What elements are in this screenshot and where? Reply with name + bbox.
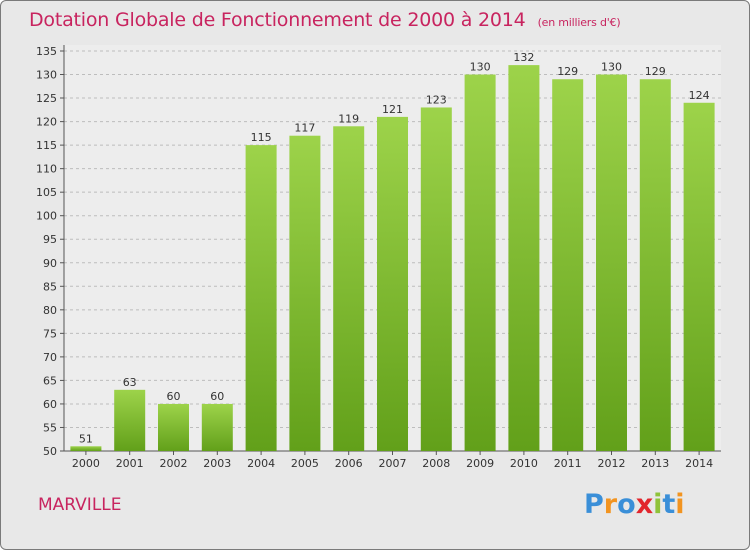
- brand-letter: i: [653, 489, 663, 520]
- bar: [158, 403, 189, 451]
- chart-title: Dotation Globale de Fonctionnement de 20…: [29, 9, 621, 31]
- data-label: 63: [123, 376, 137, 389]
- y-tick-label: 90: [43, 257, 57, 270]
- x-tick-label: 2005: [291, 457, 319, 470]
- y-tick-label: 75: [43, 327, 57, 340]
- proxiti-logo: Proxiti: [584, 489, 685, 520]
- x-tick-label: 2011: [554, 457, 582, 470]
- y-tick-label: 70: [43, 351, 57, 364]
- y-tick-label: 135: [36, 45, 57, 58]
- data-label: 123: [426, 93, 447, 106]
- bar: [639, 79, 671, 451]
- bar: [289, 135, 321, 452]
- bar: [201, 403, 233, 451]
- bar: [70, 446, 102, 451]
- x-tick-label: 2000: [72, 457, 100, 470]
- y-tick-label: 105: [36, 186, 57, 199]
- y-tick-label: 95: [43, 233, 57, 246]
- x-tick-label: 2004: [247, 457, 275, 470]
- data-label: 117: [294, 122, 315, 135]
- data-label: 124: [689, 89, 710, 102]
- commune-name: MARVILLE: [38, 495, 122, 515]
- data-label: 60: [167, 390, 181, 403]
- y-tick-label: 110: [36, 163, 57, 176]
- brand-letter: i: [675, 489, 685, 520]
- x-tick-label: 2006: [335, 457, 363, 470]
- y-tick-label: 115: [36, 139, 57, 152]
- brand-letter: x: [635, 489, 654, 520]
- y-tick-label: 60: [43, 398, 57, 411]
- brand-letter: P: [584, 489, 604, 520]
- y-tick-label: 80: [43, 304, 57, 317]
- data-label: 132: [513, 51, 534, 64]
- x-tick-label: 2008: [422, 457, 450, 470]
- data-label: 119: [338, 112, 359, 125]
- y-tick-label: 125: [36, 92, 57, 105]
- x-tick-label: 2013: [641, 457, 669, 470]
- data-label: 121: [382, 103, 403, 116]
- bar: [508, 65, 540, 451]
- bar: [683, 102, 715, 451]
- x-tick-label: 2001: [116, 457, 144, 470]
- data-label: 51: [79, 432, 93, 445]
- data-label: 115: [251, 131, 272, 144]
- x-tick-label: 2003: [203, 457, 231, 470]
- x-tick-label: 2010: [510, 457, 538, 470]
- bar: [552, 79, 584, 451]
- data-label: 129: [645, 65, 666, 78]
- bar: [377, 116, 408, 451]
- x-tick-label: 2002: [160, 457, 188, 470]
- y-tick-label: 55: [43, 421, 57, 434]
- y-tick-label: 130: [36, 69, 57, 82]
- data-label: 130: [470, 61, 491, 74]
- bar: [596, 74, 627, 451]
- y-tick-label: 120: [36, 116, 57, 129]
- y-tick-label: 100: [36, 210, 57, 223]
- bar: [464, 74, 496, 451]
- data-label: 129: [557, 65, 578, 78]
- bar: [245, 145, 277, 451]
- x-tick-label: 2007: [379, 457, 407, 470]
- bar: [420, 107, 452, 452]
- chart-title-text: Dotation Globale de Fonctionnement de 20…: [29, 9, 526, 31]
- brand-letter: r: [603, 489, 618, 520]
- brand-letter: t: [662, 489, 676, 520]
- bar: [114, 389, 146, 451]
- brand-letter: o: [617, 489, 636, 520]
- chart-subtitle: (en milliers d'€): [537, 16, 621, 29]
- data-label: 60: [210, 390, 224, 403]
- x-tick-label: 2014: [685, 457, 713, 470]
- x-tick-label: 2012: [598, 457, 626, 470]
- bar: [333, 126, 365, 451]
- y-tick-label: 65: [43, 374, 57, 387]
- data-label: 130: [601, 61, 622, 74]
- y-tick-label: 85: [43, 280, 57, 293]
- y-tick-label: 50: [43, 445, 57, 458]
- x-tick-label: 2009: [466, 457, 494, 470]
